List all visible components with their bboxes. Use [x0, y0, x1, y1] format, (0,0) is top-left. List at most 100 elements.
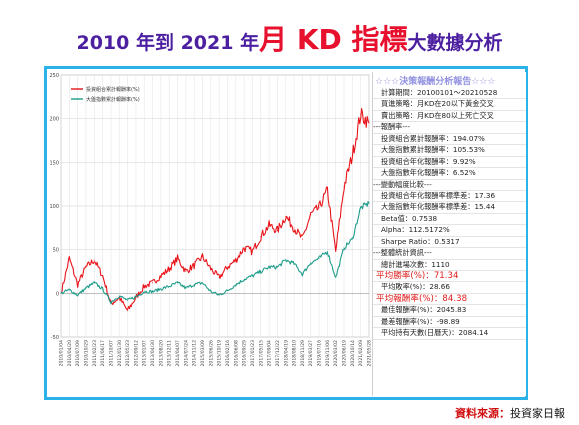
- series-point: [168, 268, 170, 270]
- y-tick-label: 50: [53, 248, 59, 254]
- stat-row: 大盤指數累計報酬率：105.53%: [373, 145, 526, 157]
- series-point: [243, 278, 245, 280]
- series-point: [68, 289, 70, 291]
- series-point: [368, 202, 370, 204]
- series-point: [251, 250, 253, 252]
- series-point: [160, 288, 162, 290]
- series-point: [268, 266, 270, 268]
- series-point: [268, 224, 270, 226]
- x-tick-label: 2016/02/16: [225, 340, 231, 367]
- series-point: [143, 285, 145, 287]
- stats-panel-title: ☆☆☆決策報酬分析報告☆☆☆: [375, 77, 496, 87]
- series-point: [135, 296, 137, 298]
- series-line: [60, 107, 370, 311]
- y-tick-label: 150: [49, 160, 59, 166]
- x-tick-label: 2014/07/24: [183, 340, 189, 367]
- series-point: [93, 259, 95, 261]
- series-point: [293, 263, 295, 265]
- series-point: [152, 282, 154, 284]
- series-point: [285, 259, 287, 261]
- series-point: [135, 297, 137, 299]
- series-point: [185, 271, 187, 272]
- x-tick-label: 2017/01/23: [250, 340, 256, 367]
- series-point: [326, 250, 328, 252]
- stat-row: Sharpe Ratio：0.5317: [373, 237, 526, 249]
- stat-row: 平均敗率(%)：28.66: [373, 282, 526, 294]
- x-tick-label: 2012/01/30: [117, 340, 123, 367]
- series-point: [243, 247, 245, 249]
- stat-row: 最佳報酬率(%)：2045.83: [373, 305, 526, 317]
- source-value: 投資家日報: [510, 407, 565, 420]
- x-tick-label: 2010/10/29: [83, 340, 89, 367]
- series-point: [77, 294, 79, 296]
- series-point: [226, 290, 228, 292]
- series-point: [185, 287, 187, 289]
- stat-row: Beta值：0.7538: [373, 214, 526, 226]
- series-point: [360, 207, 362, 209]
- series-point: [285, 215, 287, 217]
- series-point: [110, 301, 112, 303]
- series-point: [218, 277, 220, 279]
- x-tick-label: 2016/09/29: [242, 340, 248, 367]
- x-tick-label: 2019/03/27: [308, 340, 314, 367]
- series-point: [68, 257, 70, 259]
- series-point: [335, 250, 337, 252]
- series-point: [160, 275, 162, 277]
- x-tick-label: 2020/06/19: [342, 340, 348, 367]
- series-point: [260, 271, 262, 272]
- stat-row: ---報酬率---: [373, 122, 526, 134]
- series-point: [118, 295, 120, 297]
- series-point: [177, 257, 179, 259]
- series-point: [210, 268, 212, 270]
- x-tick-label: 2018/04/19: [283, 340, 289, 367]
- stat-row: 買進策略：月KD在20以下黃金交叉: [373, 99, 526, 111]
- series-point: [343, 247, 345, 249]
- stat-row: ---變動幅度比較---: [373, 180, 526, 191]
- x-tick-label: 2019/11/06: [325, 340, 331, 367]
- stat-row: 大盤指數年化報酬率標準差：15.44: [373, 202, 526, 214]
- series-point: [301, 273, 303, 275]
- y-tick-label: 250: [49, 73, 59, 79]
- series-point: [210, 291, 212, 293]
- x-tick-label: 2014/11/12: [192, 340, 198, 367]
- page-title: 2010 年到 2021 年月 KD 指標大數據分析: [0, 18, 579, 58]
- series-point: [127, 310, 129, 312]
- series-point: [168, 285, 170, 287]
- series-point: [260, 236, 262, 238]
- series-point: [235, 259, 237, 261]
- series-point: [102, 288, 104, 290]
- series-point: [310, 262, 312, 264]
- stat-row: 投資組合年化報酬率：9.92%: [373, 157, 526, 169]
- series-point: [85, 287, 87, 289]
- x-tick-label: 2015/10/19: [217, 340, 223, 367]
- series-line: [60, 201, 370, 305]
- series-point: [77, 284, 79, 286]
- x-tick-label: 2016/06/08: [233, 340, 239, 367]
- y-tick-label: -50: [51, 335, 59, 341]
- title-years: 2010 年到 2021 年: [76, 32, 260, 54]
- stat-row: 投資組合年化報酬率標準差：17.36: [373, 191, 526, 203]
- x-tick-label: 2010/04/20: [67, 340, 73, 367]
- stat-row: 投資組合累計報酬率：194.07%: [373, 134, 526, 146]
- stat-row: Alpha：112.5172%: [373, 225, 526, 237]
- x-tick-label: 2011/02/23: [92, 340, 98, 367]
- x-tick-label: 2010/01/04: [59, 340, 65, 367]
- title-analysis: 大數據分析: [407, 32, 503, 54]
- series-point: [193, 284, 195, 286]
- source-label: 資料來源：: [455, 407, 510, 420]
- x-tick-label: 2021/02/09: [358, 340, 364, 367]
- x-tick-label: 2011/10/07: [108, 340, 114, 367]
- x-tick-label: 2017/05/15: [258, 340, 264, 367]
- x-tick-label: 2017/12/22: [275, 340, 281, 367]
- series-point: [235, 284, 237, 286]
- x-tick-label: 2010/07/09: [75, 340, 81, 367]
- x-tick-label: 2018/08/10: [292, 340, 298, 367]
- stat-row: 平均報酬率(%)：84.38: [373, 294, 526, 306]
- series-point: [310, 214, 312, 216]
- source-credit: 資料來源：投資家日報: [455, 405, 565, 421]
- series-point: [301, 238, 303, 240]
- x-tick-label: 2019/07/16: [317, 340, 323, 367]
- y-tick-label: 200: [49, 117, 59, 123]
- x-tick-label: 2013/04/30: [150, 340, 156, 367]
